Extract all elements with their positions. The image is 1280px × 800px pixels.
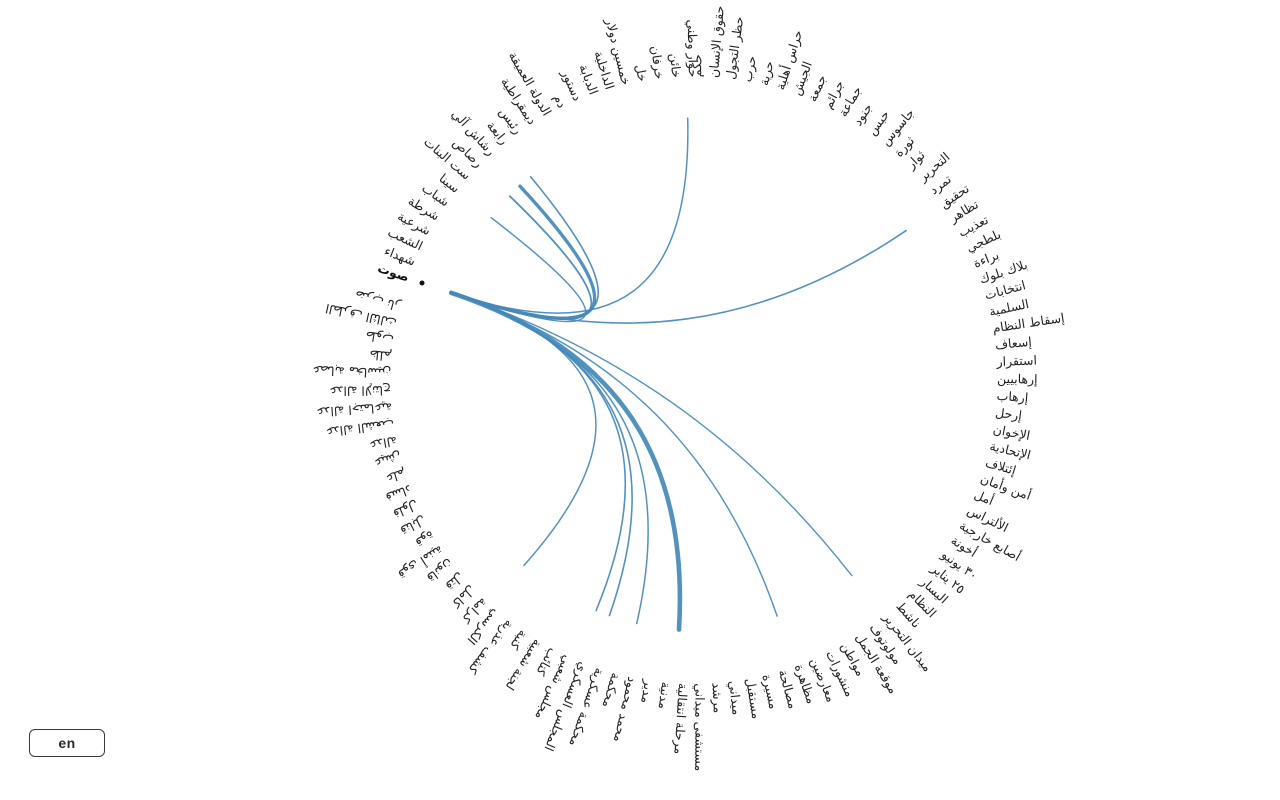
edge-path — [450, 216, 587, 323]
node-label[interactable]: إرحل — [994, 404, 1023, 423]
node-label[interactable]: مرشد — [709, 682, 726, 714]
node-label[interactable]: خل — [632, 63, 651, 83]
edge-path — [450, 292, 853, 577]
node-label[interactable]: حكم — [688, 53, 705, 78]
edge-path — [450, 292, 597, 567]
edge-path — [448, 290, 683, 632]
node-label[interactable]: عدالة الإنتاج — [329, 383, 392, 399]
edge-path — [450, 292, 633, 617]
node-label[interactable]: مستشفى ميداني — [692, 683, 708, 772]
node-label[interactable]: عدالة — [368, 433, 399, 453]
edge-path — [450, 229, 907, 324]
node-label[interactable]: عصابة مخاسين — [312, 362, 392, 382]
selected-node-marker — [419, 280, 425, 286]
node-label[interactable]: مدنية — [655, 681, 674, 710]
node-label[interactable]: إرهاب — [996, 387, 1029, 406]
edge-path — [449, 184, 597, 320]
node-label[interactable]: ميداني — [726, 679, 745, 716]
node-label[interactable]: مرحلة انتقالية — [671, 682, 691, 755]
node-label[interactable]: ظلم — [368, 347, 393, 365]
edge-path — [450, 292, 778, 617]
node-label[interactable]: مدير — [638, 678, 657, 705]
node-label[interactable]: خائن — [667, 52, 685, 79]
node-label[interactable]: استقرار — [996, 352, 1038, 370]
node-label[interactable]: خرفان — [647, 44, 668, 81]
edge-path — [450, 176, 600, 319]
edge-path — [450, 117, 689, 314]
language-toggle-button[interactable]: en — [29, 729, 105, 757]
edge-path — [450, 292, 627, 612]
node-label[interactable]: طوب — [364, 328, 395, 348]
node-label[interactable]: إرهابيين — [996, 370, 1038, 387]
